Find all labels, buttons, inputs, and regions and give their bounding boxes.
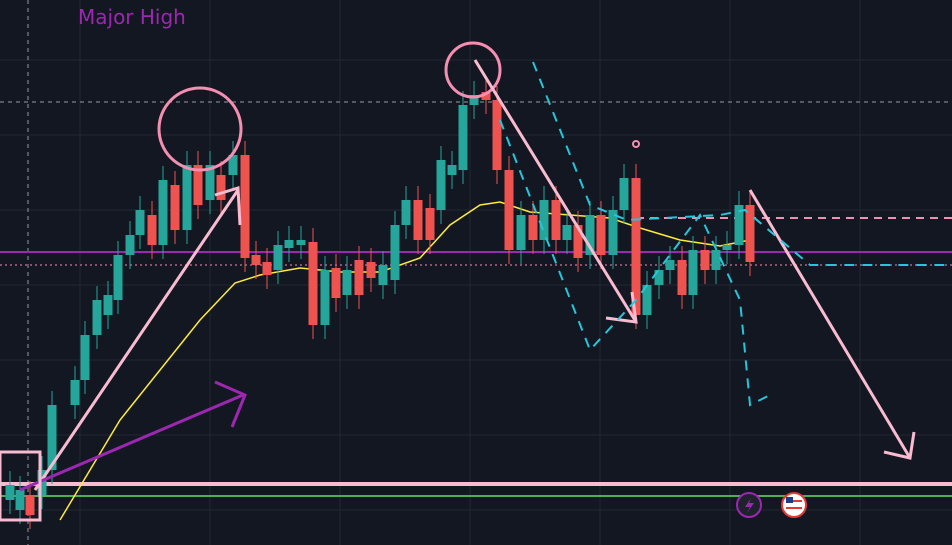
candle [492,100,502,170]
candle [366,262,376,278]
candle [688,250,698,295]
candle [734,205,744,245]
candle [447,165,457,175]
candle [15,490,25,510]
candle [573,225,583,258]
candle [135,210,145,235]
candle [677,260,687,295]
candle [273,245,283,270]
candles [5,78,755,529]
dash-path [532,61,952,266]
circle-marker [444,41,502,99]
candle [528,215,538,240]
candle [331,268,341,298]
candle [711,250,721,270]
moving-average [59,201,751,521]
candle [619,178,629,210]
arrow-down [473,59,638,323]
candle [504,170,514,250]
flag-stripe [786,500,802,502]
flash-glyph [745,498,754,513]
candle [425,208,435,240]
candle [103,295,113,315]
chart-label: Major High [78,5,186,29]
candle [113,255,123,300]
candle [654,270,664,285]
candle [481,92,491,100]
candle [539,200,549,240]
arrow-up [33,189,240,491]
candle [458,105,468,170]
dash-path [499,119,771,407]
candle [585,215,595,255]
candle [205,165,215,200]
candle [80,335,90,380]
arrow-head [883,431,916,460]
candle [401,200,411,225]
arrow-purple [19,393,244,492]
candle [642,285,652,315]
candle [378,265,388,285]
circle-marker [157,86,243,172]
candle [413,200,423,240]
candle [5,485,15,500]
candle [147,215,157,245]
arrow-head [214,380,247,428]
candle [469,95,479,105]
candle [170,185,180,230]
candle [284,240,294,248]
candle [596,215,606,255]
us-flag-icon[interactable] [781,492,807,518]
candle [92,300,102,335]
candle [390,225,400,280]
candle [228,155,238,175]
candle [665,260,675,270]
candle [25,495,35,515]
candle [342,270,352,295]
candle [251,255,261,265]
candle [216,175,226,200]
candle [262,262,272,275]
candle [320,270,330,325]
candle [745,205,755,262]
candle [47,405,57,470]
candle [516,215,526,250]
candle [296,240,306,245]
box [0,450,42,522]
candle [308,242,318,325]
candle [70,380,80,405]
candle [436,160,446,210]
candle [158,180,168,245]
candle [182,165,192,230]
annotations [0,41,916,522]
candle [37,470,47,495]
candle [354,260,364,295]
candle [608,210,618,255]
flag-stripe [786,507,802,509]
candle [125,235,135,255]
dot-marker [632,140,640,148]
candle [551,200,561,240]
candle [193,165,203,205]
projection-dashes [499,61,952,407]
flag-canton [786,497,793,503]
candle [562,225,572,240]
arrow-head [214,186,242,226]
candle [240,155,250,258]
candle [722,245,732,250]
candle [700,250,710,270]
candle [631,178,641,315]
arrow-down-2 [748,189,912,459]
